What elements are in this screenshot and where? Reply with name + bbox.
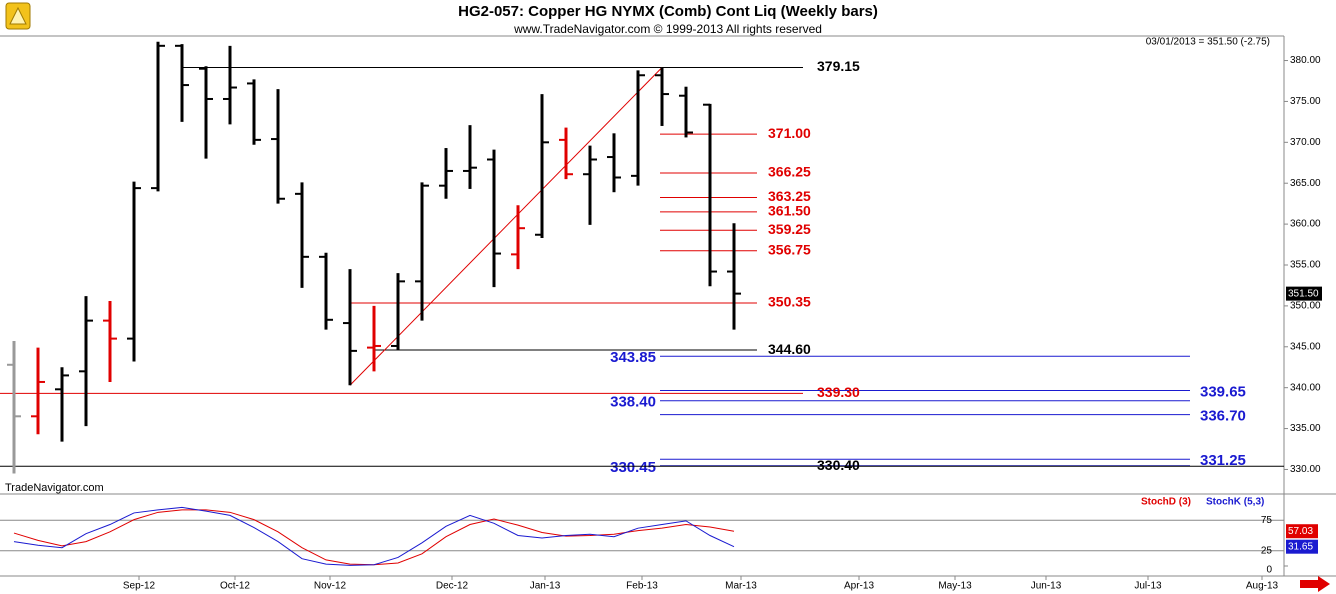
legend-entry: StochK (5,3) (1206, 497, 1264, 508)
level-label: 356.75 (768, 241, 811, 257)
legend-entry: StochD (3) (1141, 497, 1191, 508)
level-label: 330.40 (817, 457, 860, 473)
y-tick-label: 340.00 (1290, 382, 1321, 393)
y-tick-label: 345.00 (1290, 341, 1321, 352)
x-tick-label: Oct-12 (220, 581, 250, 592)
level-label: 363.25 (768, 188, 811, 204)
value-box-label: 57.03 (1288, 526, 1313, 537)
chart-title: HG2-057: Copper HG NYMX (Comb) Cont Liq … (458, 3, 878, 20)
y-tick-label: 0 (1266, 565, 1272, 576)
level-label: 350.35 (768, 294, 811, 310)
level-label: 330.45 (610, 459, 656, 476)
level-label: 343.85 (610, 349, 656, 366)
y-tick-label: 360.00 (1290, 219, 1321, 230)
y-tick-label: 380.00 (1290, 55, 1321, 66)
x-tick-label: Mar-13 (725, 581, 757, 592)
y-tick-label: 375.00 (1290, 96, 1321, 107)
level-label: 359.25 (768, 221, 811, 237)
x-tick-label: Sep-12 (123, 581, 156, 592)
level-label: 339.30 (817, 384, 860, 400)
value-box-label: 31.65 (1288, 541, 1313, 552)
y-tick-label: 25 (1261, 545, 1273, 556)
x-tick-label: Nov-12 (314, 581, 347, 592)
x-tick-label: Apr-13 (844, 581, 874, 592)
value-box (1286, 539, 1318, 554)
level-label: 336.70 (1200, 408, 1246, 425)
y-tick-label: 350.00 (1290, 301, 1321, 312)
level-label: 331.25 (1200, 452, 1246, 469)
level-label: 366.25 (768, 164, 811, 180)
y-tick-label: 365.00 (1290, 178, 1321, 189)
level-label: 338.40 (610, 394, 656, 411)
watermark: TradeNavigator.com (5, 482, 104, 494)
x-tick-label: Dec-12 (436, 581, 469, 592)
x-tick-label: Aug-13 (1246, 581, 1279, 592)
y-tick-label: 370.00 (1290, 137, 1321, 148)
y-tick-label: 330.00 (1290, 464, 1321, 475)
stoch-line (13, 506, 735, 566)
level-label: 339.65 (1200, 384, 1246, 401)
subtitle: www.TradeNavigator.com © 1999-2013 All r… (513, 22, 822, 36)
logo (5, 2, 31, 30)
level-label: 361.50 (768, 203, 811, 219)
level-label: 371.00 (768, 125, 811, 141)
header-quote: 03/01/2013 = 351.50 (-2.75) (1146, 37, 1270, 48)
x-tick-label: May-13 (938, 581, 972, 592)
scroll-arrow[interactable] (1300, 576, 1330, 592)
x-tick-label: Feb-13 (626, 581, 658, 592)
trendline (349, 67, 663, 386)
y-tick-label: 335.00 (1290, 423, 1321, 434)
x-tick-label: Jun-13 (1031, 581, 1062, 592)
y-tick-label: 75 (1261, 515, 1273, 526)
price-box-label: 351.50 (1288, 288, 1319, 299)
level-label: 379.15 (817, 58, 860, 74)
price-box (1286, 286, 1322, 301)
x-tick-label: Jul-13 (1134, 581, 1162, 592)
level-label: 344.60 (768, 341, 811, 357)
value-box (1286, 524, 1318, 539)
y-tick-label: 355.00 (1290, 260, 1321, 271)
x-tick-label: Jan-13 (530, 581, 561, 592)
